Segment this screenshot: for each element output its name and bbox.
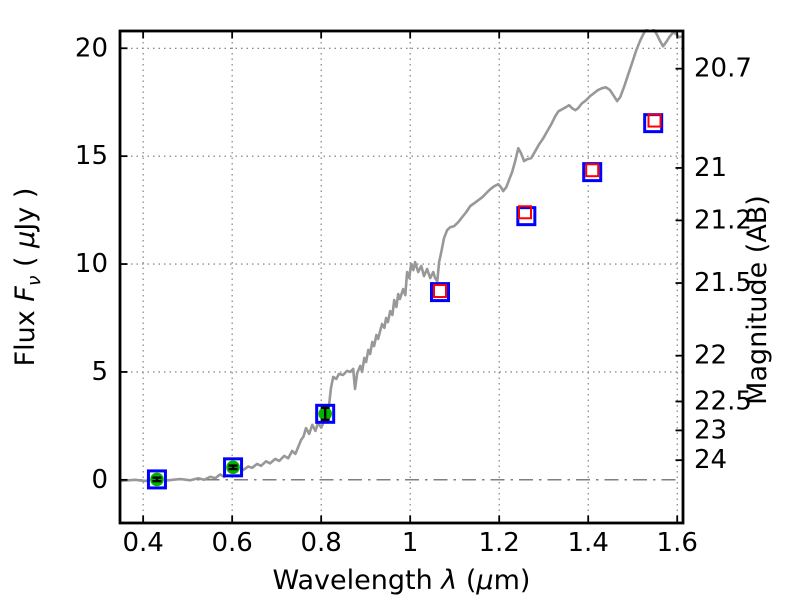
flux-tick-label: 15 bbox=[75, 141, 108, 171]
magnitude-tick-label: 21 bbox=[694, 153, 727, 183]
red-square-marker bbox=[432, 284, 447, 299]
flux-tick-label: 0 bbox=[91, 465, 108, 495]
magnitude-tick-label: 23 bbox=[694, 415, 727, 445]
blue-square-marker bbox=[643, 113, 664, 134]
x-tick-label: 1.4 bbox=[568, 528, 609, 558]
model-spectrum-line bbox=[120, 29, 683, 483]
magnitude-tick-label: 21.5 bbox=[694, 268, 752, 298]
plot-border bbox=[118, 29, 685, 525]
magnitude-tick-label: 21.2 bbox=[694, 205, 752, 235]
magnitude-tick-label: 24 bbox=[694, 445, 727, 475]
spectrum-series bbox=[120, 29, 683, 483]
x-tick-label: 1.2 bbox=[479, 528, 520, 558]
x-axis-label: Wavelength λ (μm) bbox=[273, 565, 531, 596]
flux-tick-label: 10 bbox=[75, 249, 108, 279]
magnitude-tick-label: 22.5 bbox=[694, 386, 752, 416]
tick-labels: 0.4 0.6 0.8 1 1.2 1.4 1.6 0 5 10 15 20 20.7 21 21.2 21.… bbox=[75, 33, 752, 558]
axes-frame bbox=[118, 29, 685, 525]
flux-tick-label: 20 bbox=[75, 33, 108, 63]
gridlines bbox=[120, 31, 683, 523]
flux-tick-label: 5 bbox=[91, 357, 108, 387]
x-tick-label: 0.4 bbox=[122, 528, 163, 558]
left-axis-label: Flux Fν ( μJy ) bbox=[10, 188, 45, 367]
red-square-marker bbox=[585, 163, 600, 178]
red-square-marker bbox=[647, 113, 662, 128]
blue-square-marker bbox=[516, 206, 537, 227]
x-tick-label: 1.6 bbox=[657, 528, 698, 558]
x-tick-label: 0.6 bbox=[211, 528, 252, 558]
x-tick-label: 1 bbox=[402, 528, 419, 558]
red-square-marker bbox=[518, 205, 533, 220]
right-axis-label: Magnitude (AB) bbox=[742, 195, 773, 405]
x-tick-label: 0.8 bbox=[300, 528, 341, 558]
magnitude-tick-label: 22 bbox=[694, 341, 727, 371]
photometry-markers bbox=[146, 113, 664, 490]
magnitude-tick-label: 20.7 bbox=[694, 54, 752, 84]
axis-labels: Magnitude (AB) Wavelength λ (μm) Flux Fν … bbox=[10, 188, 773, 596]
